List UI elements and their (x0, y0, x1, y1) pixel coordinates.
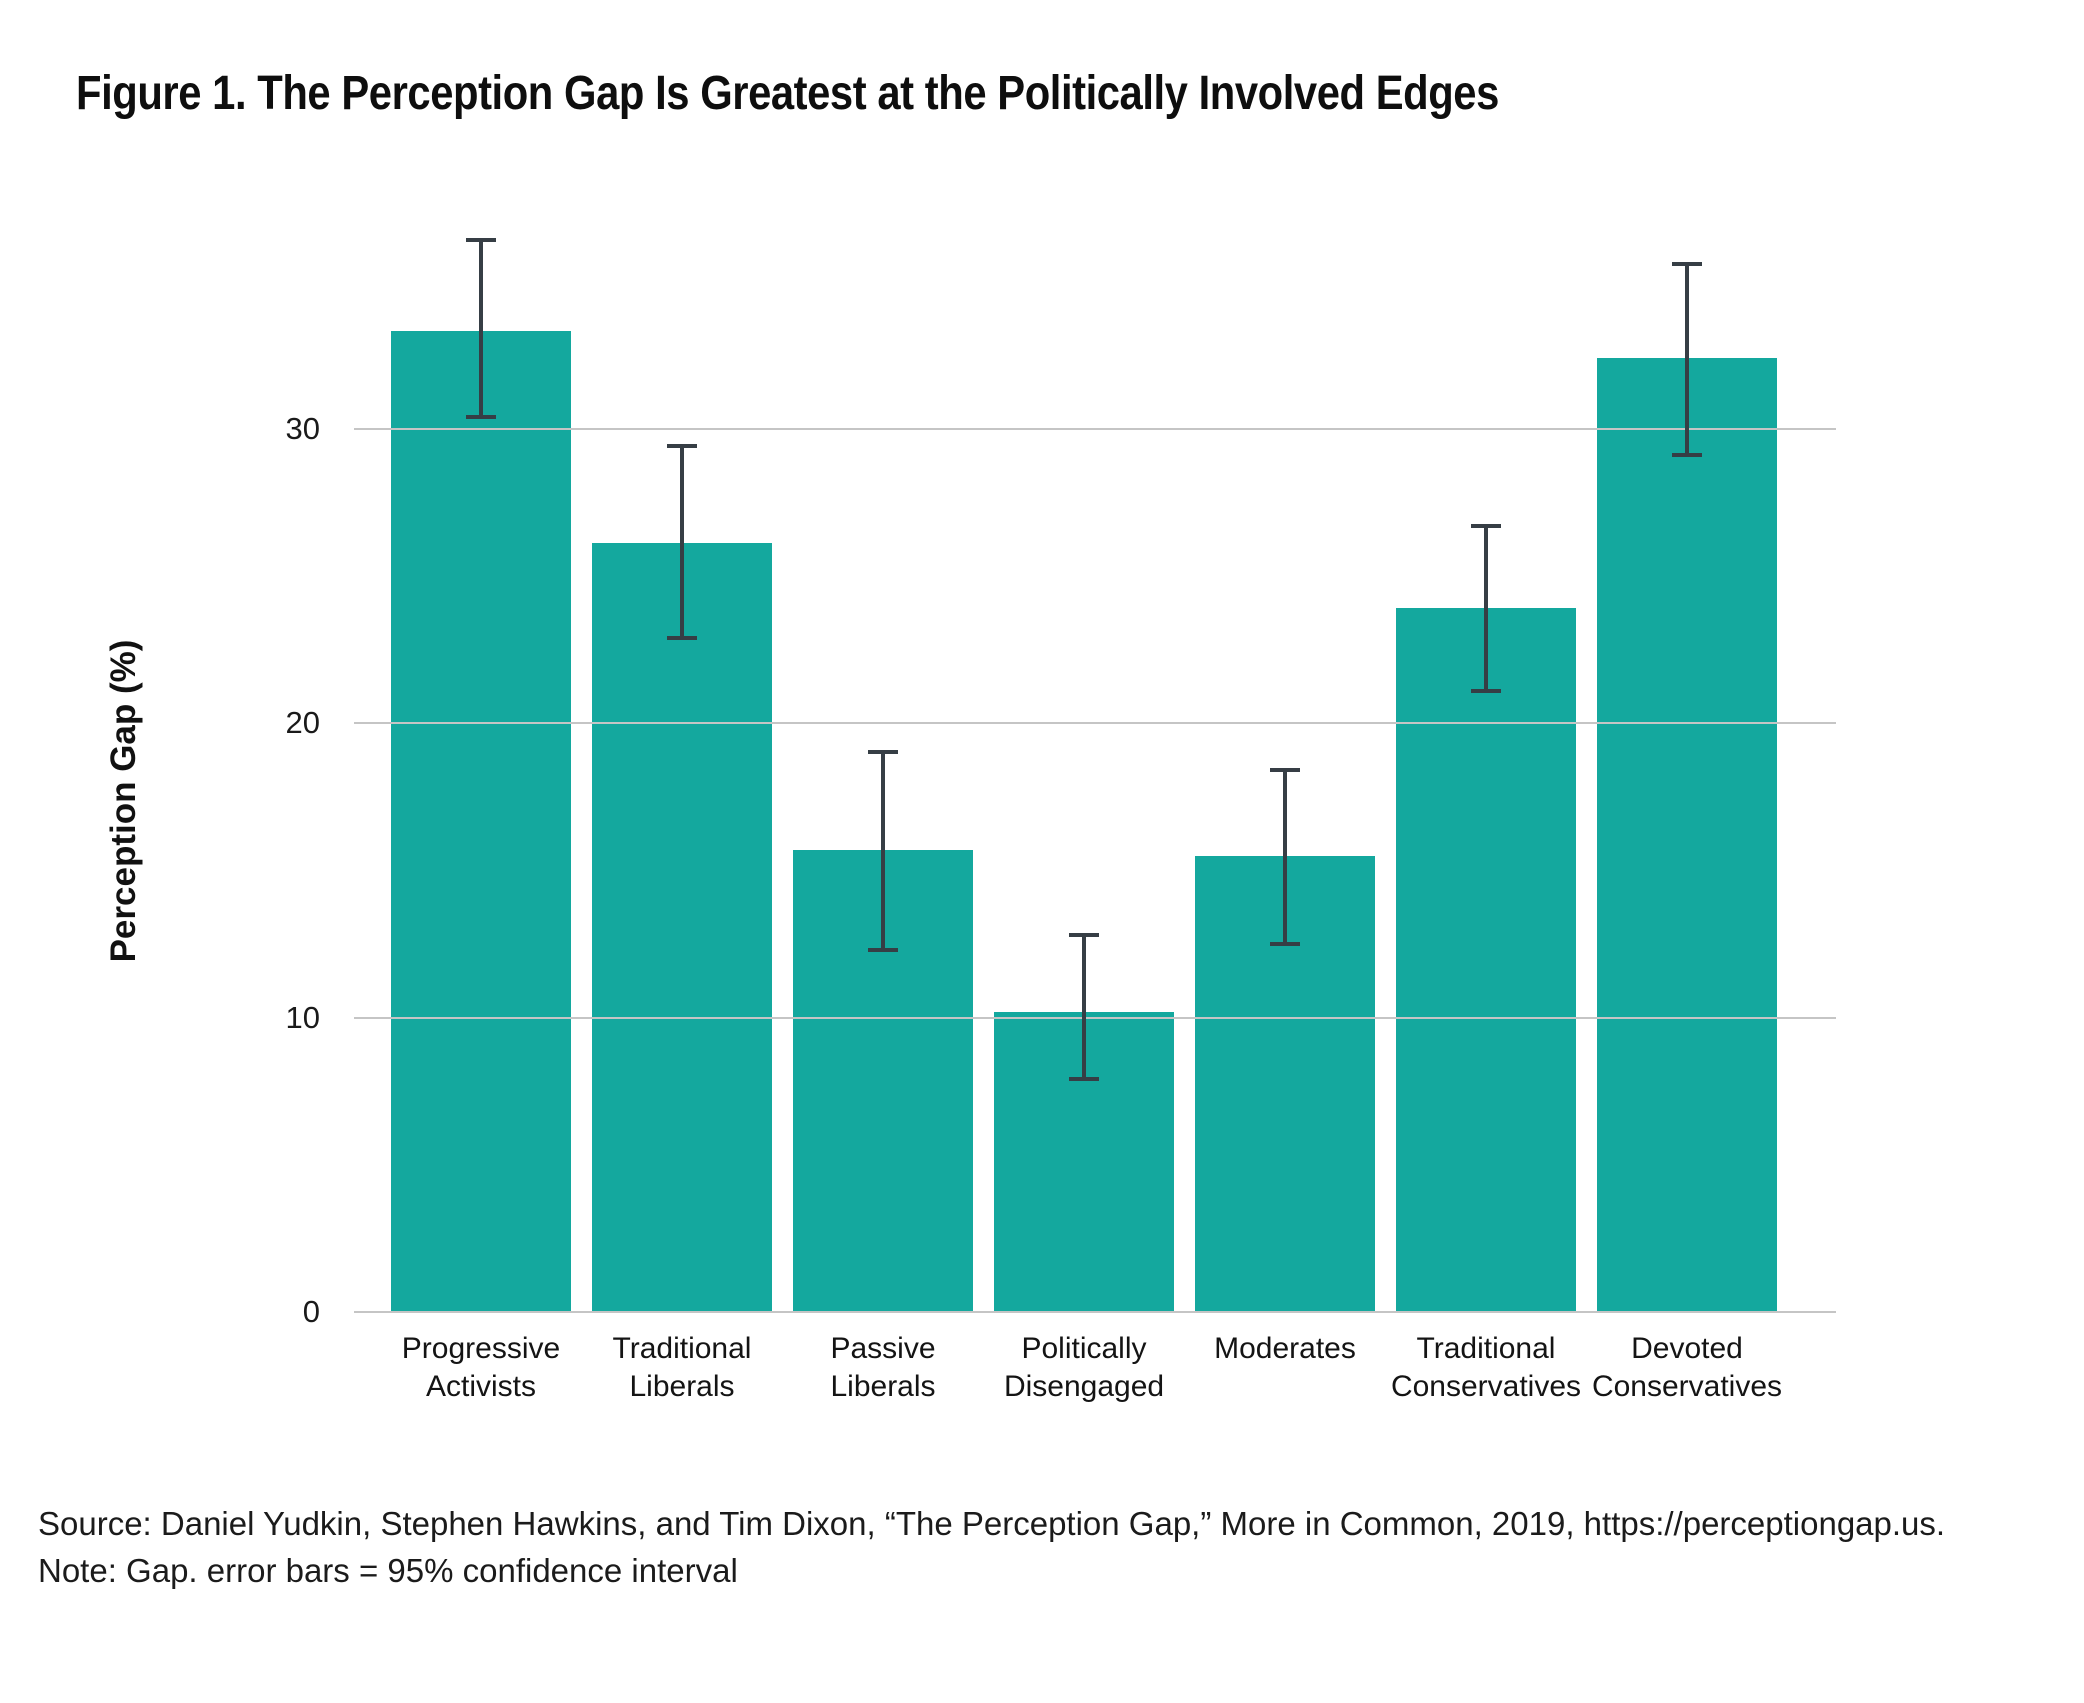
category-label-line: Traditional (612, 1332, 752, 1365)
error-bar-stem-6 (1685, 263, 1689, 455)
error-bar-cap-1-low (667, 635, 697, 640)
error-bar-cap-3-high (1069, 933, 1099, 938)
gridline-10 (354, 1016, 1836, 1019)
source-line: Source: Daniel Yudkin, Stephen Hawkins, … (38, 1505, 1946, 1542)
footer: Source: Daniel Yudkin, Stephen Hawkins, … (38, 1500, 1945, 1594)
error-bar-cap-3-low (1069, 1077, 1099, 1082)
y-tick-label-30: 30 (285, 410, 320, 446)
category-label-4: Moderates (1175, 1330, 1396, 1368)
error-bar-cap-0-low (466, 414, 496, 419)
error-bar-cap-4-low (1270, 941, 1300, 946)
gridline-20 (354, 722, 1836, 724)
category-label-line: Passive (830, 1332, 936, 1365)
error-bar-cap-6-high (1672, 261, 1702, 266)
error-bar-stem-3 (1082, 935, 1086, 1080)
category-label-line: Liberals (830, 1370, 936, 1403)
bar-6 (1597, 357, 1777, 1312)
category-label-3: Politically Disengaged (974, 1330, 1195, 1406)
error-bar-cap-6-low (1672, 453, 1702, 457)
category-label-line: Conservatives (1390, 1370, 1582, 1403)
bar-5 (1396, 608, 1576, 1312)
category-label-line: Liberals (629, 1370, 735, 1403)
category-label-line: Activists (425, 1370, 536, 1403)
error-bar-cap-1-high (667, 444, 697, 449)
gridline-30 (354, 427, 1836, 430)
error-bar-cap-5-low (1471, 688, 1501, 693)
error-bar-cap-2-low (868, 947, 898, 952)
category-label-line: Disengaged (1003, 1370, 1165, 1403)
error-bar-cap-5-high (1471, 523, 1501, 528)
error-bar-stem-2 (881, 752, 885, 950)
category-label-line: Devoted (1631, 1332, 1743, 1365)
note-line: Note: Gap. error bars = 95% confidence i… (38, 1552, 738, 1589)
category-label-line: Politically (1021, 1332, 1147, 1365)
error-bar-stem-5 (1484, 525, 1488, 691)
error-bar-cap-4-high (1270, 768, 1300, 773)
category-label-line: Progressive (401, 1332, 561, 1365)
y-tick-label-0: 0 (302, 1294, 320, 1329)
error-bar-cap-0-high (466, 238, 496, 243)
bar-1 (592, 543, 772, 1312)
category-label-2: Passive Liberals (773, 1330, 994, 1406)
error-bar-stem-4 (1283, 770, 1287, 944)
chart-title: Figure 1. The Perception Gap Is Greatest… (76, 67, 1499, 120)
category-label-6: Devoted Conservatives (1577, 1330, 1798, 1406)
category-label-line: Moderates (1214, 1332, 1356, 1365)
error-bar-stem-1 (680, 446, 684, 638)
category-label-0: Progressive Activists (371, 1330, 592, 1406)
y-tick-label-20: 20 (285, 705, 320, 740)
bar-0 (391, 331, 571, 1312)
error-bar-stem-0 (479, 240, 483, 417)
category-label-line: Traditional (1416, 1332, 1556, 1365)
category-label-line: Conservatives (1591, 1370, 1783, 1403)
error-bar-cap-2-high (868, 750, 898, 755)
category-label-1: Traditional Liberals (572, 1330, 793, 1406)
y-tick-label-10: 10 (285, 999, 320, 1035)
gridline-0 (354, 1311, 1836, 1313)
category-label-5: Traditional Conservatives (1376, 1330, 1597, 1406)
